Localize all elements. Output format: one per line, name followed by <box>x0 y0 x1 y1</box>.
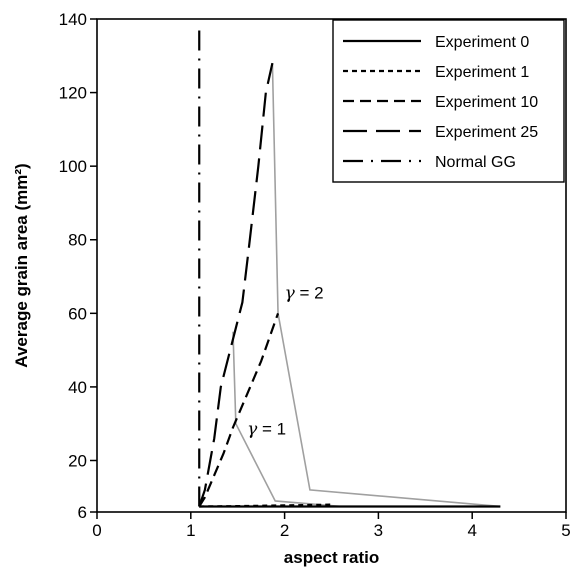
y-tick-label: 40 <box>68 378 87 397</box>
gamma-symbol: γ <box>285 284 296 304</box>
legend-label: Experiment 0 <box>435 34 529 51</box>
legend: Experiment 0 Experiment 1 Experiment 10 Exp… <box>332 19 565 183</box>
legend-label: Normal GG <box>435 154 516 171</box>
legend-label: Experiment 10 <box>435 94 538 111</box>
y-tick-label: 120 <box>59 84 87 103</box>
series-line-experiment-1 <box>199 503 332 508</box>
gamma-symbol: γ <box>247 420 258 440</box>
y-tick-label: 20 <box>68 451 87 470</box>
x-tick-label: 0 <box>92 521 101 540</box>
gamma-value: = 1 <box>257 420 286 439</box>
y-tick-label: 140 <box>59 10 87 29</box>
legend-label: Experiment 1 <box>435 64 529 81</box>
gamma-value: = 2 <box>295 284 324 303</box>
x-tick-label: 3 <box>374 521 383 540</box>
x-tick-label: 4 <box>467 521 476 540</box>
series-line-experiment-10 <box>198 312 280 508</box>
legend-box <box>332 19 565 183</box>
reference-curve-2 <box>271 63 501 508</box>
series-line-experiment-25 <box>198 62 274 507</box>
y-tick-label: 6 <box>78 503 87 522</box>
reference-curve-1 <box>232 331 341 508</box>
reference-curve-label-2: γ = 2 <box>285 284 324 304</box>
x-tick-label: 5 <box>561 521 570 540</box>
plot-area: γ = 1γ = 2 <box>198 30 501 508</box>
legend-label: Experiment 25 <box>435 124 538 141</box>
x-tick-label: 1 <box>186 521 195 540</box>
x-tick-label: 2 <box>280 521 289 540</box>
y-tick-label: 80 <box>68 231 87 250</box>
y-tick-label: 100 <box>59 157 87 176</box>
plot-frame <box>96 18 567 513</box>
reference-curve-label-1: γ = 1 <box>247 420 286 440</box>
x-axis-title: aspect ratio <box>284 548 379 567</box>
axes: 0 1 2 3 4 5 6 20 40 60 80 100 120 140 aspect ratio Aver… <box>12 10 571 567</box>
y-tick-label: 60 <box>68 304 87 323</box>
y-axis-title: Average grain area (mm²) <box>12 163 31 367</box>
